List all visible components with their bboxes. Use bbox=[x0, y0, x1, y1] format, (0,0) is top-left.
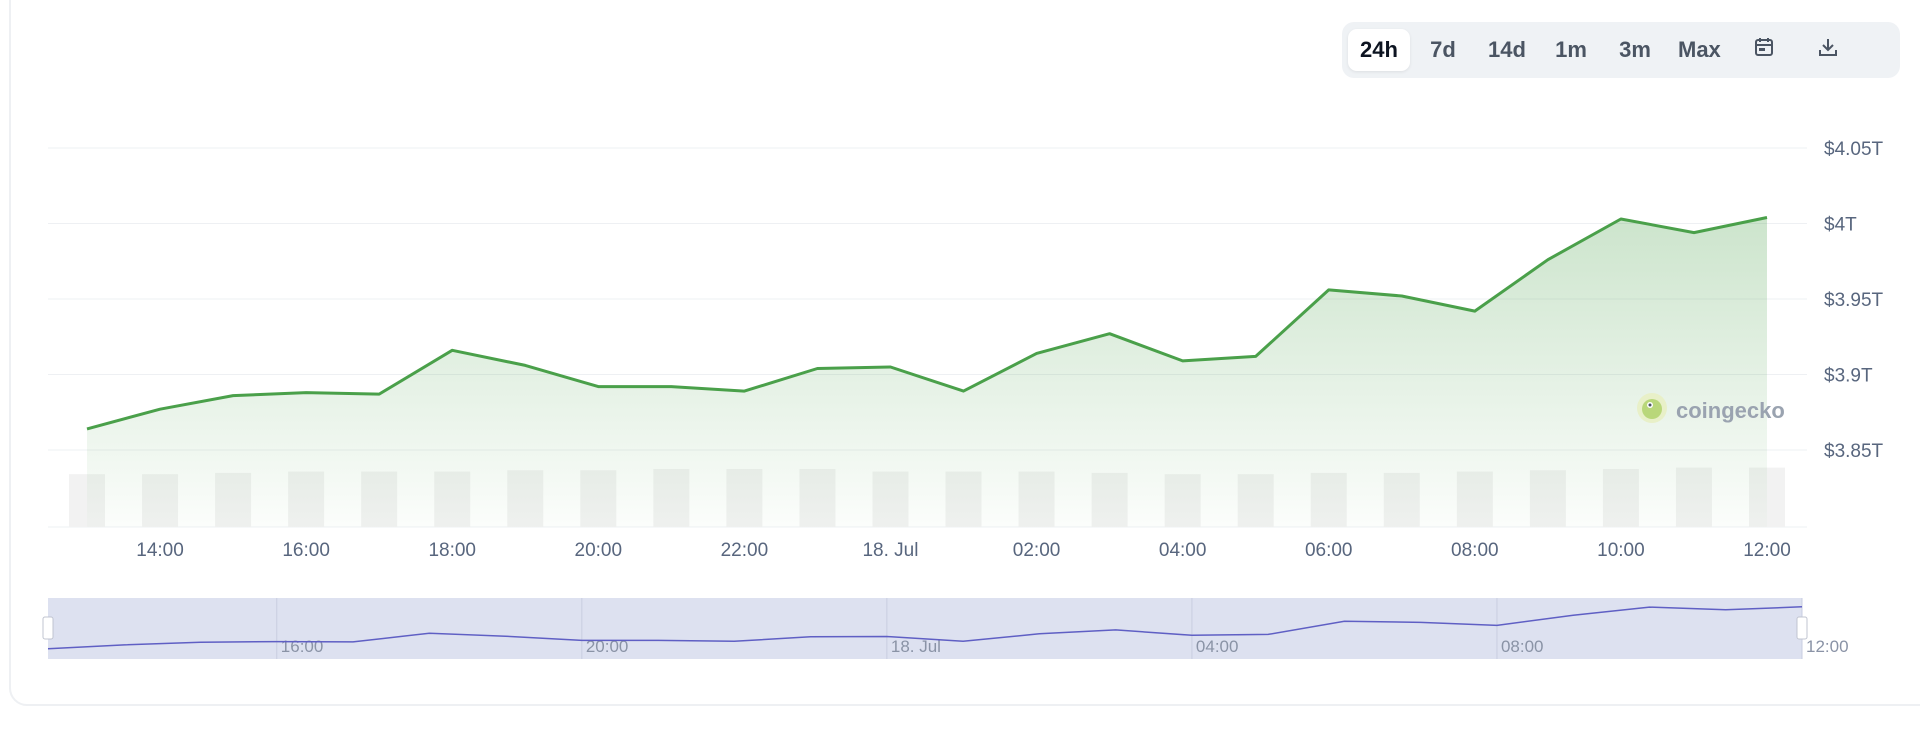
navigator-tick-label: 16:00 bbox=[281, 637, 324, 656]
calendar-icon bbox=[1753, 36, 1775, 64]
price-area bbox=[86, 216, 1768, 527]
y-tick-label: $3.85T bbox=[1824, 441, 1884, 462]
x-tick-label: 04:00 bbox=[1159, 540, 1207, 561]
x-tick-label: 14:00 bbox=[136, 540, 184, 561]
gecko-logo-icon bbox=[1636, 392, 1668, 429]
price-line bbox=[86, 216, 1768, 431]
range-button-1m[interactable]: 1m bbox=[1540, 29, 1602, 71]
navigator-handle-right[interactable] bbox=[1796, 616, 1808, 640]
navigator-line bbox=[47, 606, 1803, 650]
navigator-tick-label: 12:00 bbox=[1806, 637, 1849, 656]
y-tick-label: $3.95T bbox=[1824, 290, 1884, 311]
watermark-label: coingecko bbox=[1676, 397, 1785, 423]
x-axis-ticks: 14:00 16:00 18:00 20:00 22:00 18. Jul 02:00 04:… bbox=[136, 540, 1791, 561]
x-tick-label: 06:00 bbox=[1305, 540, 1353, 561]
time-range-selector: 24h 7d 14d 1m 3m Max bbox=[1342, 22, 1900, 78]
range-button-3m[interactable]: 3m bbox=[1604, 29, 1666, 71]
navigator-tick-label: 08:00 bbox=[1501, 637, 1544, 656]
navigator-tick-label: 20:00 bbox=[586, 637, 629, 656]
range-button-24h[interactable]: 24h bbox=[1348, 29, 1410, 71]
navigator-tick-label: 18. Jul bbox=[891, 637, 941, 656]
range-button-7d[interactable]: 7d bbox=[1412, 29, 1474, 71]
range-button-max[interactable]: Max bbox=[1668, 29, 1731, 71]
x-tick-label: 18. Jul bbox=[862, 540, 918, 561]
x-tick-label: 22:00 bbox=[721, 540, 769, 561]
x-tick-label: 20:00 bbox=[575, 540, 623, 561]
x-tick-label: 16:00 bbox=[282, 540, 330, 561]
navigator-tick-label: 04:00 bbox=[1196, 637, 1239, 656]
y-tick-label: $4T bbox=[1824, 215, 1857, 236]
x-tick-label: 10:00 bbox=[1597, 540, 1645, 561]
y-axis-ticks: $4.05T $4T $3.95T $3.9T $3.85T bbox=[1824, 139, 1884, 462]
x-tick-label: 02:00 bbox=[1013, 540, 1061, 561]
range-navigator[interactable]: 16:00 20:00 18. Jul 04:00 08:00 12:00 bbox=[42, 598, 1849, 659]
x-tick-label: 12:00 bbox=[1743, 540, 1791, 561]
x-tick-label: 08:00 bbox=[1451, 540, 1499, 561]
coingecko-watermark: coingecko bbox=[1636, 392, 1785, 429]
download-button[interactable] bbox=[1797, 29, 1859, 71]
x-tick-label: 18:00 bbox=[428, 540, 476, 561]
download-icon bbox=[1817, 36, 1839, 64]
calendar-button[interactable] bbox=[1733, 29, 1795, 71]
price-area-fill bbox=[87, 217, 1767, 527]
navigator-selection[interactable] bbox=[48, 598, 1802, 659]
navigator-handle-left[interactable] bbox=[42, 616, 54, 640]
y-tick-label: $4.05T bbox=[1824, 139, 1884, 160]
range-button-14d[interactable]: 14d bbox=[1476, 29, 1538, 71]
y-tick-label: $3.9T bbox=[1824, 366, 1873, 387]
